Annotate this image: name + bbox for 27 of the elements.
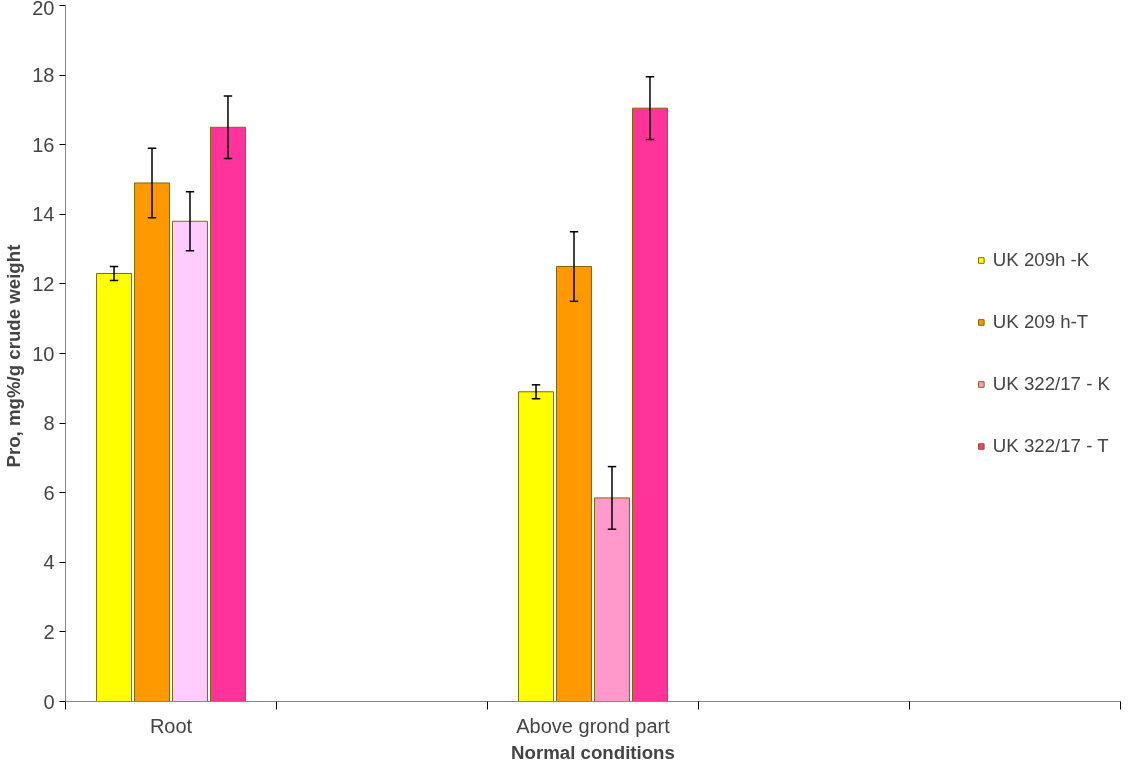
y-tick-label: 18 — [32, 64, 55, 87]
x-axis-title: Normal conditions — [511, 741, 675, 763]
y-tick-label: 0 — [43, 690, 55, 713]
bar — [594, 497, 630, 702]
y-axis-title: Pro, mg%/g crude weight — [3, 244, 25, 468]
y-tick-label: 16 — [32, 133, 55, 156]
bar — [134, 182, 170, 702]
y-tick-label: 2 — [43, 620, 55, 643]
legend-label: UK 209 h-T — [992, 311, 1089, 333]
legend-label: UK 322/17 - T — [992, 435, 1109, 457]
y-tick-label: 12 — [32, 272, 55, 295]
legend-label: UK 209h -K — [992, 249, 1090, 271]
y-tick-label: 8 — [43, 412, 55, 435]
bar — [96, 272, 132, 702]
y-tick-label: 6 — [43, 481, 55, 504]
legend-label: UK 322/17 - K — [992, 373, 1110, 395]
bar — [518, 391, 554, 702]
bar — [556, 266, 592, 702]
y-tick-label: 10 — [32, 342, 55, 365]
y-tick-label: 14 — [32, 203, 55, 226]
bar — [210, 126, 246, 702]
x-tick-label: Above grond part — [516, 714, 671, 737]
x-tick-label: Root — [149, 714, 193, 737]
bar — [172, 220, 208, 702]
bar — [632, 107, 668, 702]
y-tick-label: 4 — [43, 551, 55, 574]
y-tick-label: 20 — [32, 0, 55, 19]
